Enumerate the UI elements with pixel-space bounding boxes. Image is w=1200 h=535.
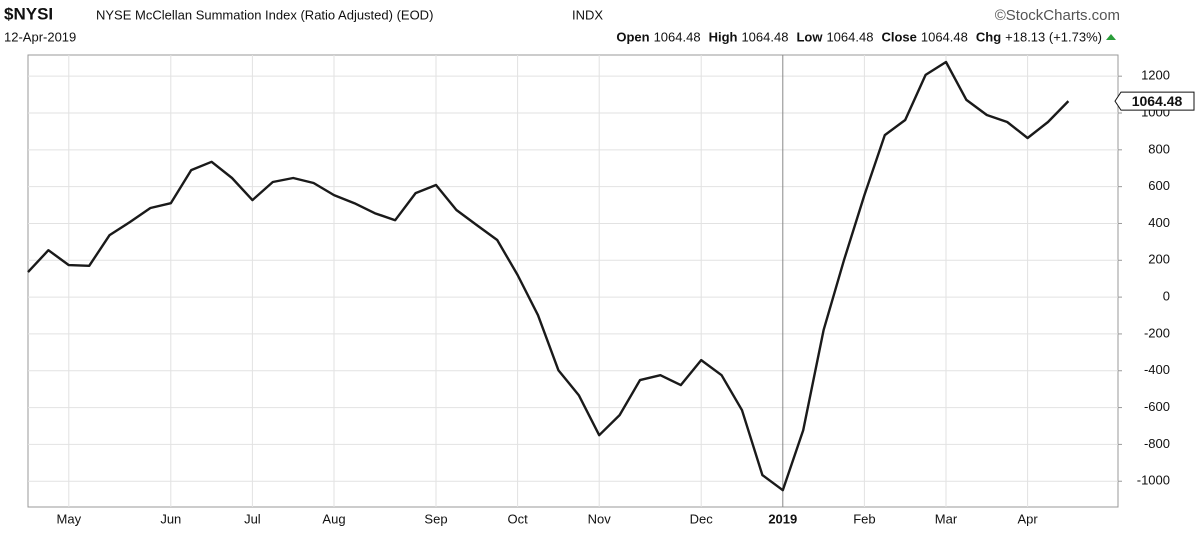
y-tick-label: -200 <box>1144 325 1170 340</box>
quote-label: Open <box>616 29 649 44</box>
x-tick-label: May <box>57 511 82 526</box>
y-tick-label: 800 <box>1148 141 1170 156</box>
y-tick-label: 400 <box>1148 215 1170 230</box>
x-tick-label: Jul <box>244 511 261 526</box>
x-tick-label: Sep <box>424 511 447 526</box>
y-tick-label: -1000 <box>1137 473 1170 488</box>
quote-value: 1064.48 <box>826 29 873 44</box>
y-tick-label: 0 <box>1163 289 1170 304</box>
x-tick-label: Nov <box>588 511 612 526</box>
x-tick-label: Mar <box>935 511 958 526</box>
quote-value: 1064.48 <box>921 29 968 44</box>
y-tick-label: 1200 <box>1141 68 1170 83</box>
date: 12-Apr-2019 <box>4 29 76 44</box>
y-tick-label: -800 <box>1144 436 1170 451</box>
y-tick-label: 600 <box>1148 178 1170 193</box>
index-name: NYSE McClellan Summation Index (Ratio Ad… <box>96 7 433 22</box>
y-tick-label: -600 <box>1144 399 1170 414</box>
series-line <box>27 60 1070 492</box>
x-tick-label: Dec <box>690 511 714 526</box>
last-value-label: 1064.48 <box>1132 93 1183 109</box>
y-tick-label: -400 <box>1144 362 1170 377</box>
quote: +18.13 (+1.73%)Chg1064.48Close1064.48Low… <box>616 29 1102 44</box>
brand: ©StockCharts.com <box>995 7 1120 24</box>
x-tick-label: Jun <box>160 511 181 526</box>
x-tick-label: Feb <box>853 511 875 526</box>
quote-label: High <box>709 29 738 44</box>
y-tick-label: 200 <box>1148 252 1170 267</box>
x-tick-label: Apr <box>1017 511 1038 526</box>
symbol: $NYSI <box>4 4 53 23</box>
quote-label: Close <box>881 29 916 44</box>
x-tick-label: Aug <box>322 511 345 526</box>
plot-frame <box>27 54 1119 508</box>
quote-value: +18.13 (+1.73%) <box>1005 29 1102 44</box>
quote-label: Chg <box>976 29 1001 44</box>
x-tick-label: 2019 <box>768 511 797 526</box>
quote-value: 1064.48 <box>654 29 701 44</box>
last-value-tag <box>1114 91 1195 111</box>
quote-value: 1064.48 <box>741 29 788 44</box>
up-arrow <box>1106 34 1116 40</box>
exchange: INDX <box>572 7 603 22</box>
quote-label: Low <box>796 29 823 44</box>
x-tick-label: Oct <box>507 511 528 526</box>
